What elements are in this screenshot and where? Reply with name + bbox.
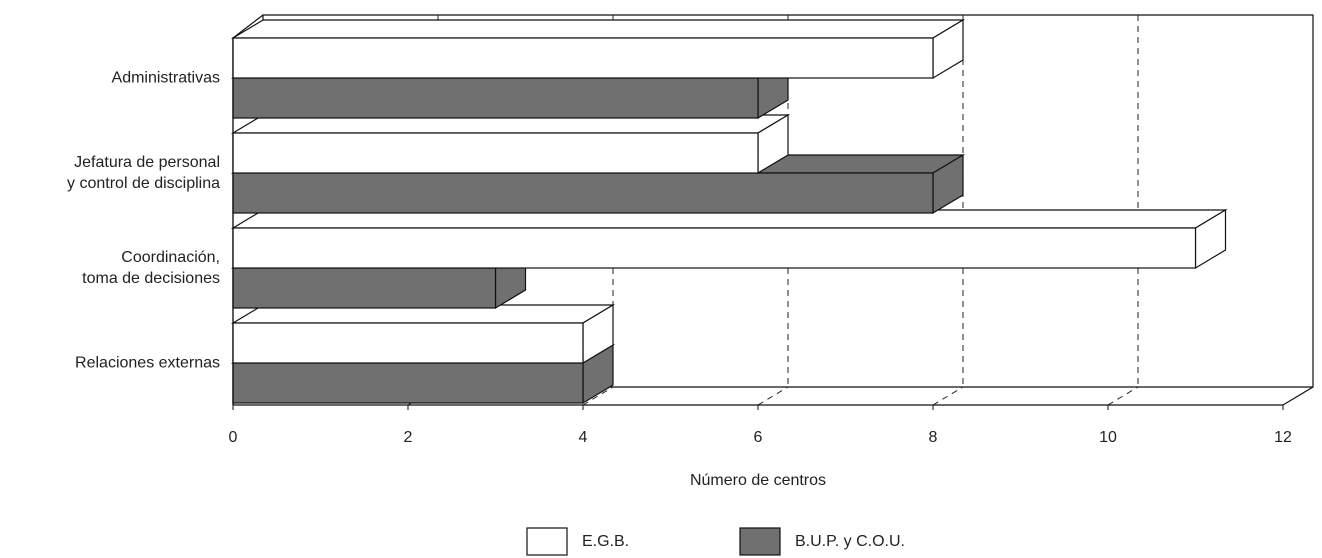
x-tick-label: 8 xyxy=(929,429,938,446)
bar-top xyxy=(230,19,966,39)
bar xyxy=(232,77,759,119)
bar xyxy=(232,322,584,364)
y-tick-label: Coordinación, toma de decisiones xyxy=(82,249,220,287)
x-tick-label: 6 xyxy=(754,429,763,446)
x-tick-label: 10 xyxy=(1099,429,1117,446)
legend-swatch xyxy=(526,527,568,556)
grid-line-floor xyxy=(932,386,964,406)
legend-label: E.G.B. xyxy=(582,533,629,550)
x-tick-label: 0 xyxy=(229,429,238,446)
grid-line-floor xyxy=(757,386,789,406)
x-tick-label: 2 xyxy=(404,429,413,446)
bar xyxy=(232,267,497,309)
y-tick-label: Jefatura de personal y control de discip… xyxy=(67,154,220,192)
y-tick-label: Relaciones externas xyxy=(75,354,220,372)
bar xyxy=(232,37,934,79)
bar xyxy=(232,362,584,404)
x-tick-label: 12 xyxy=(1274,429,1292,446)
grid-line-floor xyxy=(1107,386,1139,406)
bar xyxy=(232,227,1197,269)
legend-swatch xyxy=(739,527,781,556)
back-wall xyxy=(232,14,1314,406)
x-axis-label: Número de centros xyxy=(690,472,826,489)
x-tick-label: 4 xyxy=(579,429,588,446)
bar xyxy=(232,132,759,174)
y-tick-label: Administrativas xyxy=(111,69,220,87)
bar xyxy=(232,172,934,214)
grid-line-floor xyxy=(582,386,614,406)
legend-label: B.U.P. y C.O.U. xyxy=(795,533,905,550)
